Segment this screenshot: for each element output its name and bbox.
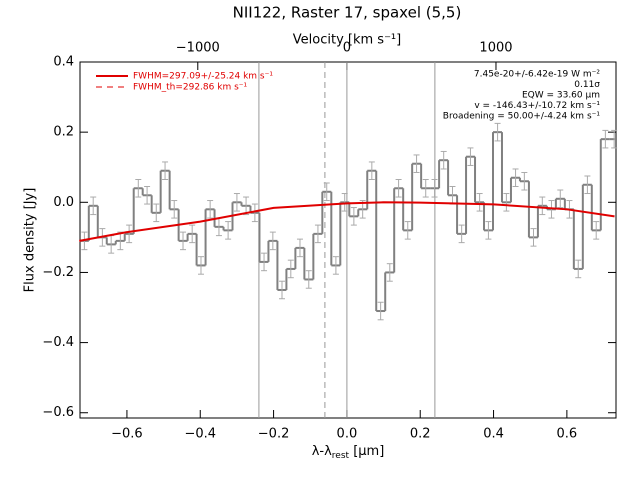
- y-tick-label: 0.0: [53, 195, 74, 210]
- fit-line: [79, 201, 615, 242]
- y-tick-label: 0.2: [53, 125, 74, 140]
- annotation: Broadening = 50.00+/-4.24 km s⁻¹: [443, 112, 601, 122]
- x-tick-label: 0.2: [410, 427, 431, 442]
- annotation: 0.11σ: [574, 80, 600, 90]
- x2-tick-label: −1000: [176, 41, 220, 56]
- x-tick-label: −0.6: [111, 427, 143, 442]
- x2-tick-label: 0: [343, 41, 351, 56]
- chart-title: NII122, Raster 17, spaxel (5,5): [233, 4, 462, 22]
- x-tick-label: −0.4: [184, 427, 216, 442]
- y-tick-label: −0.6: [42, 405, 74, 420]
- legend-label: FWHM_th=292.86 km s⁻¹: [133, 83, 248, 93]
- x2-axis-label: Velocity [km s⁻¹]: [293, 33, 401, 48]
- annotation: v = -146.43+/-10.72 km s⁻¹: [474, 101, 600, 111]
- annotation: 7.45e-20+/-6.42e-19 W m⁻²: [474, 70, 601, 80]
- x-tick-label: 0.0: [337, 427, 358, 442]
- y-tick-label: 0.4: [53, 55, 74, 70]
- x-tick-label: 0.4: [483, 427, 504, 442]
- y-tick-label: −0.4: [42, 335, 74, 350]
- x2-tick-label: 1000: [479, 41, 512, 56]
- x-tick-label: −0.2: [258, 427, 290, 442]
- y-axis-label: Flux density [Jy]: [23, 188, 38, 293]
- x-label-main: λ-λ: [312, 444, 332, 459]
- x-label-unit: [μm]: [349, 444, 384, 459]
- x-axis-label: λ-λrest [μm]: [312, 444, 385, 461]
- y-tick-label: −0.2: [42, 265, 74, 280]
- x-tick-label: 0.6: [557, 427, 578, 442]
- annotation: EQW = 33.60 μm: [522, 91, 600, 101]
- x-label-sub: rest: [332, 451, 350, 461]
- legend-label: FWHM=297.09+/-25.24 km s⁻¹: [133, 72, 273, 82]
